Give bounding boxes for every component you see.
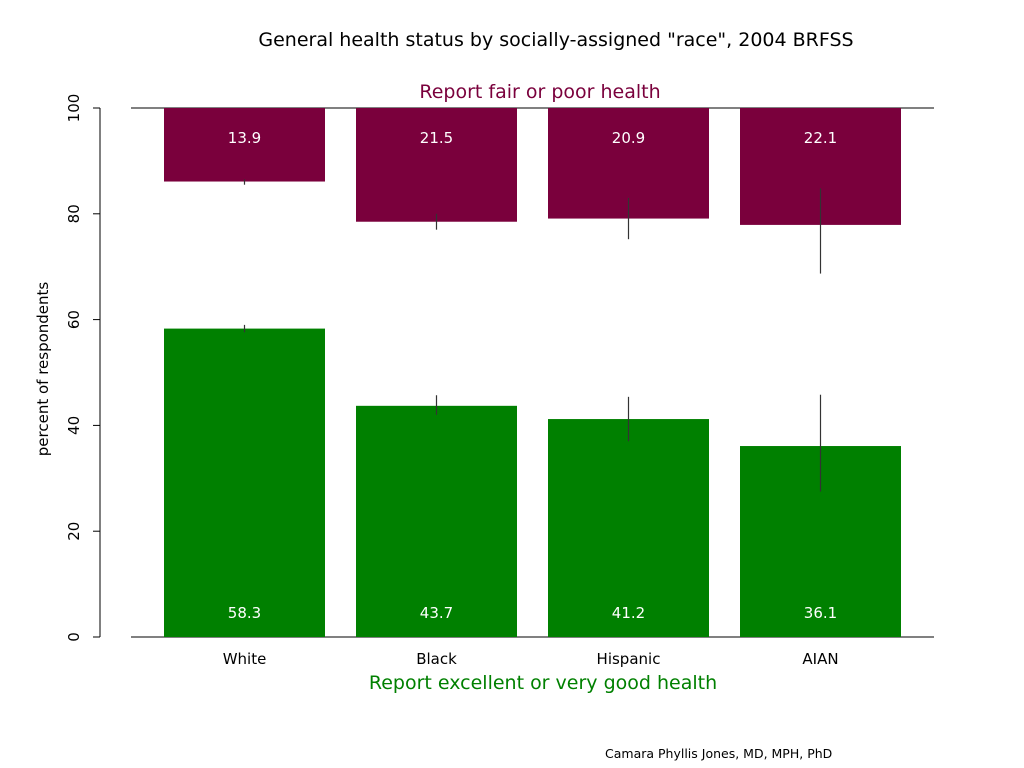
- excellent-good-bar: [164, 328, 325, 637]
- author-credit: Camara Phyllis Jones, MD, MPH, PhD: [605, 746, 833, 761]
- x-tick-label: Hispanic: [597, 650, 661, 668]
- fair-poor-bar: [164, 108, 325, 182]
- y-tick-label: 40: [65, 416, 83, 435]
- y-tick-label: 20: [65, 522, 83, 541]
- bar-value-label: 43.7: [420, 604, 453, 622]
- bar-value-label: 20.9: [612, 129, 645, 147]
- chart-marks: 0 20 40 60 80 100 White Black Hispanic AIAN 58.3 43…: [65, 94, 934, 668]
- fair-poor-bar: [356, 108, 517, 222]
- excellent-good-health-label: Report excellent or very good health: [369, 672, 717, 694]
- chart-title: General health status by socially-assign…: [258, 29, 853, 51]
- x-tick-label: Black: [416, 650, 457, 668]
- bar-value-label: 41.2: [612, 604, 645, 622]
- x-tick-label: AIAN: [802, 650, 838, 668]
- excellent-good-bar: [356, 405, 517, 637]
- y-tick-label: 80: [65, 204, 83, 223]
- fair-poor-health-label: Report fair or poor health: [419, 81, 660, 103]
- y-tick-label: 60: [65, 310, 83, 329]
- bar-value-label: 36.1: [804, 604, 837, 622]
- excellent-good-bar: [548, 419, 709, 637]
- y-tick-label: 100: [65, 94, 83, 123]
- bar-value-label: 58.3: [228, 604, 261, 622]
- bar-value-label: 22.1: [804, 129, 837, 147]
- x-tick-label: White: [223, 650, 267, 668]
- y-axis-label: percent of respondents: [34, 282, 52, 457]
- bar-value-label: 21.5: [420, 129, 453, 147]
- y-tick-label: 0: [65, 632, 83, 642]
- bar-value-label: 13.9: [228, 129, 261, 147]
